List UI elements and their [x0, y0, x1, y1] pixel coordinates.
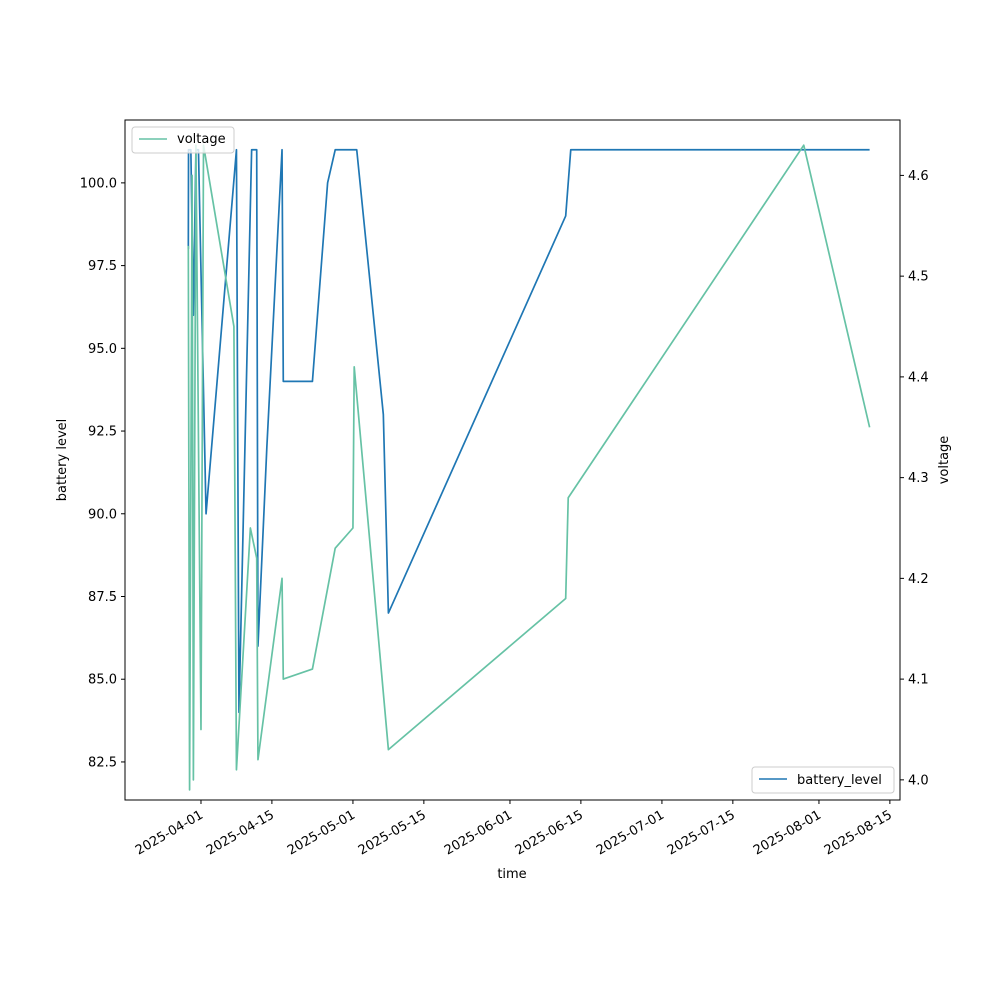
x-tick-label: 2025-07-15 [665, 808, 738, 859]
y-right-tick-label: 4.1 [908, 673, 929, 688]
legend-battery-level-label: battery_level [797, 773, 882, 788]
y-axis-left-label: battery level [55, 419, 70, 502]
y-axis-right-label: voltage [937, 436, 952, 485]
y-left-tick-label: 95.0 [88, 342, 117, 357]
series-line-battery-level [187, 148, 870, 714]
x-tick-label: 2025-06-15 [513, 808, 586, 859]
y-right-tick-label: 4.5 [908, 270, 929, 285]
x-tick-label: 2025-04-15 [204, 808, 277, 859]
y-left-tick-label: 97.5 [88, 259, 117, 274]
x-tick-label: 2025-08-15 [822, 808, 895, 859]
legend-voltage-box [131, 126, 235, 154]
y-left-tick-label: 92.5 [88, 425, 117, 440]
x-tick-label: 2025-06-01 [442, 808, 515, 859]
y-right-tick-label: 4.0 [908, 773, 929, 788]
plot-lines [187, 144, 871, 791]
y-left-tick-label: 100.0 [80, 176, 117, 191]
series-line-voltage [187, 144, 871, 791]
y-axis-left: 82.5 85.0 87.5 90.0 92.5 95.0 97.5 100.0 [80, 176, 125, 770]
y-left-tick-label: 90.0 [88, 507, 117, 522]
legend-battery-level-box [751, 766, 895, 794]
x-axis-label: time [497, 867, 526, 882]
x-tick-label: 2025-05-01 [285, 808, 358, 859]
y-left-tick-label: 85.0 [88, 673, 117, 688]
y-right-tick-label: 4.2 [908, 572, 929, 587]
y-right-tick-label: 4.6 [908, 169, 929, 184]
x-tick-label: 2025-08-01 [751, 808, 824, 859]
y-axis-right: 4.0 4.1 4.2 4.3 4.4 4.5 4.6 [900, 169, 929, 788]
x-tick-label: 2025-07-01 [594, 808, 667, 859]
plot-frame [124, 119, 901, 801]
x-tick-label: 2025-05-15 [356, 808, 429, 859]
y-left-tick-label: 82.5 [88, 755, 117, 770]
y-right-tick-label: 4.4 [908, 370, 929, 385]
legend-voltage-label: voltage [177, 132, 226, 147]
legend-voltage: voltage [131, 126, 235, 154]
x-tick-label: 2025-04-01 [133, 808, 206, 859]
legend-battery-level: battery_level [751, 766, 895, 794]
y-right-tick-label: 4.3 [908, 471, 929, 486]
y-left-tick-label: 87.5 [88, 590, 117, 605]
